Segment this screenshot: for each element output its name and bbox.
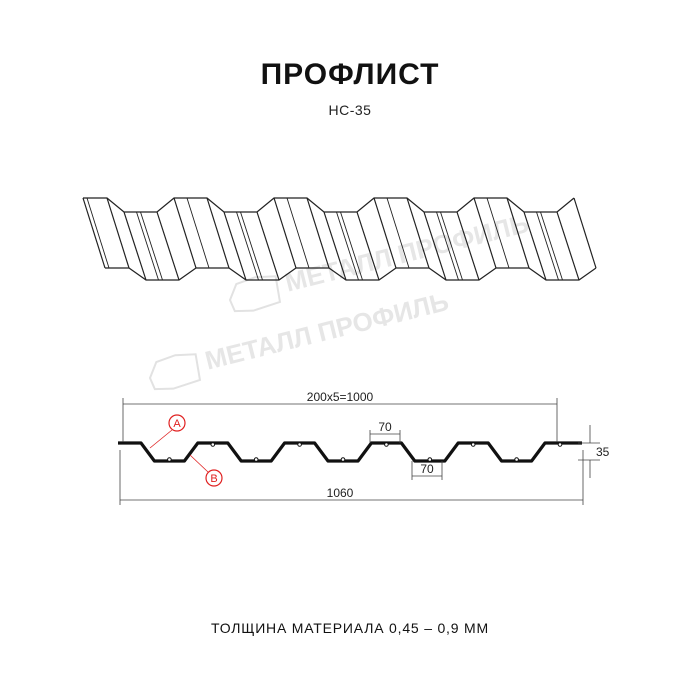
stiffener-groove [253, 457, 259, 462]
stiffener-groove [167, 457, 172, 462]
sheet-fold-line [206, 197, 230, 269]
sheet-groove-line [86, 197, 110, 269]
sheet-groove-line [486, 197, 510, 269]
sheet-groove-line [540, 211, 563, 281]
watermark-text: МЕТАЛЛ ПРОФИЛЬ [202, 286, 452, 376]
sheet-fold-line [306, 197, 330, 269]
stiffener-groove [210, 442, 216, 447]
sheet-fold-line [256, 211, 280, 281]
sheet-groove-line [140, 211, 163, 281]
dim-trough-width: 70 [420, 462, 434, 476]
watermark-bottom: МЕТАЛЛ ПРОФИЛЬ [148, 286, 452, 391]
sheet-groove-line [536, 211, 559, 281]
dimension-lines [119, 398, 600, 505]
cross-section [118, 441, 582, 463]
stiffener-groove [557, 442, 563, 447]
dim-full-width: 1060 [327, 486, 354, 500]
profile-section [118, 441, 582, 463]
sheet-fold-line [406, 197, 430, 269]
sheet-groove-line [340, 211, 363, 281]
stiffener-groove [384, 442, 389, 447]
watermark-top: МЕТАЛЛ ПРОФИЛЬ [228, 208, 532, 313]
dim-height: 35 [596, 445, 610, 459]
sheet-fold-line [456, 211, 480, 281]
sheet-groove-line [440, 211, 463, 281]
stiffener-groove [514, 457, 519, 462]
sheet-groove-line [186, 197, 210, 269]
stiffener-groove [470, 442, 476, 447]
profile-model: НС-35 [328, 102, 372, 118]
sheet-fold-line [273, 197, 297, 269]
page-title: ПРОФЛИСТ [260, 58, 440, 91]
sheet-groove-line [240, 211, 263, 281]
material-thickness: ТОЛЩИНА МАТЕРИАЛА 0,45 – 0,9 ММ [211, 620, 489, 636]
sheet-fold-line [523, 211, 547, 281]
sheet-fold-line [82, 197, 106, 269]
sheet-fold-line [106, 197, 130, 269]
sheet-groove-line [386, 197, 410, 269]
sheet-groove-line [136, 211, 159, 281]
stiffener-groove [340, 457, 346, 462]
stiffener-groove [297, 442, 302, 447]
sheet-fold-line [423, 211, 447, 281]
dim-crest-width: 70 [378, 420, 392, 434]
callout-b-label: B [210, 473, 217, 485]
sheet-groove-line [236, 211, 259, 281]
callout-b: B [189, 454, 223, 487]
callout-a-label: A [173, 418, 181, 430]
sheet-fold-line [173, 197, 197, 269]
callout-a: A [149, 414, 186, 449]
sheet-groove-line [436, 211, 459, 281]
stiffener-groove [427, 457, 433, 462]
sheet-fold-line [223, 211, 247, 281]
sheet-fold-line [323, 211, 347, 281]
sheet-perspective [82, 197, 597, 281]
sheet-fold-line [373, 197, 397, 269]
sheet-fold-line [123, 211, 147, 281]
sheet-fold-line [573, 197, 597, 269]
sheet-groove-line [336, 211, 359, 281]
sheet-fold-line [356, 211, 380, 281]
watermark-logo-icon [228, 275, 282, 313]
sheet-top-edge [83, 197, 575, 213]
sheet-groove-line [286, 197, 310, 269]
watermark-logo-icon [148, 353, 202, 391]
sheet-fold-line [506, 197, 530, 269]
dim-pitch-total: 200x5=1000 [307, 390, 374, 404]
sheet-fold-line [156, 211, 180, 281]
sheet-fold-line [556, 211, 580, 281]
sheet-fold-line [473, 197, 497, 269]
